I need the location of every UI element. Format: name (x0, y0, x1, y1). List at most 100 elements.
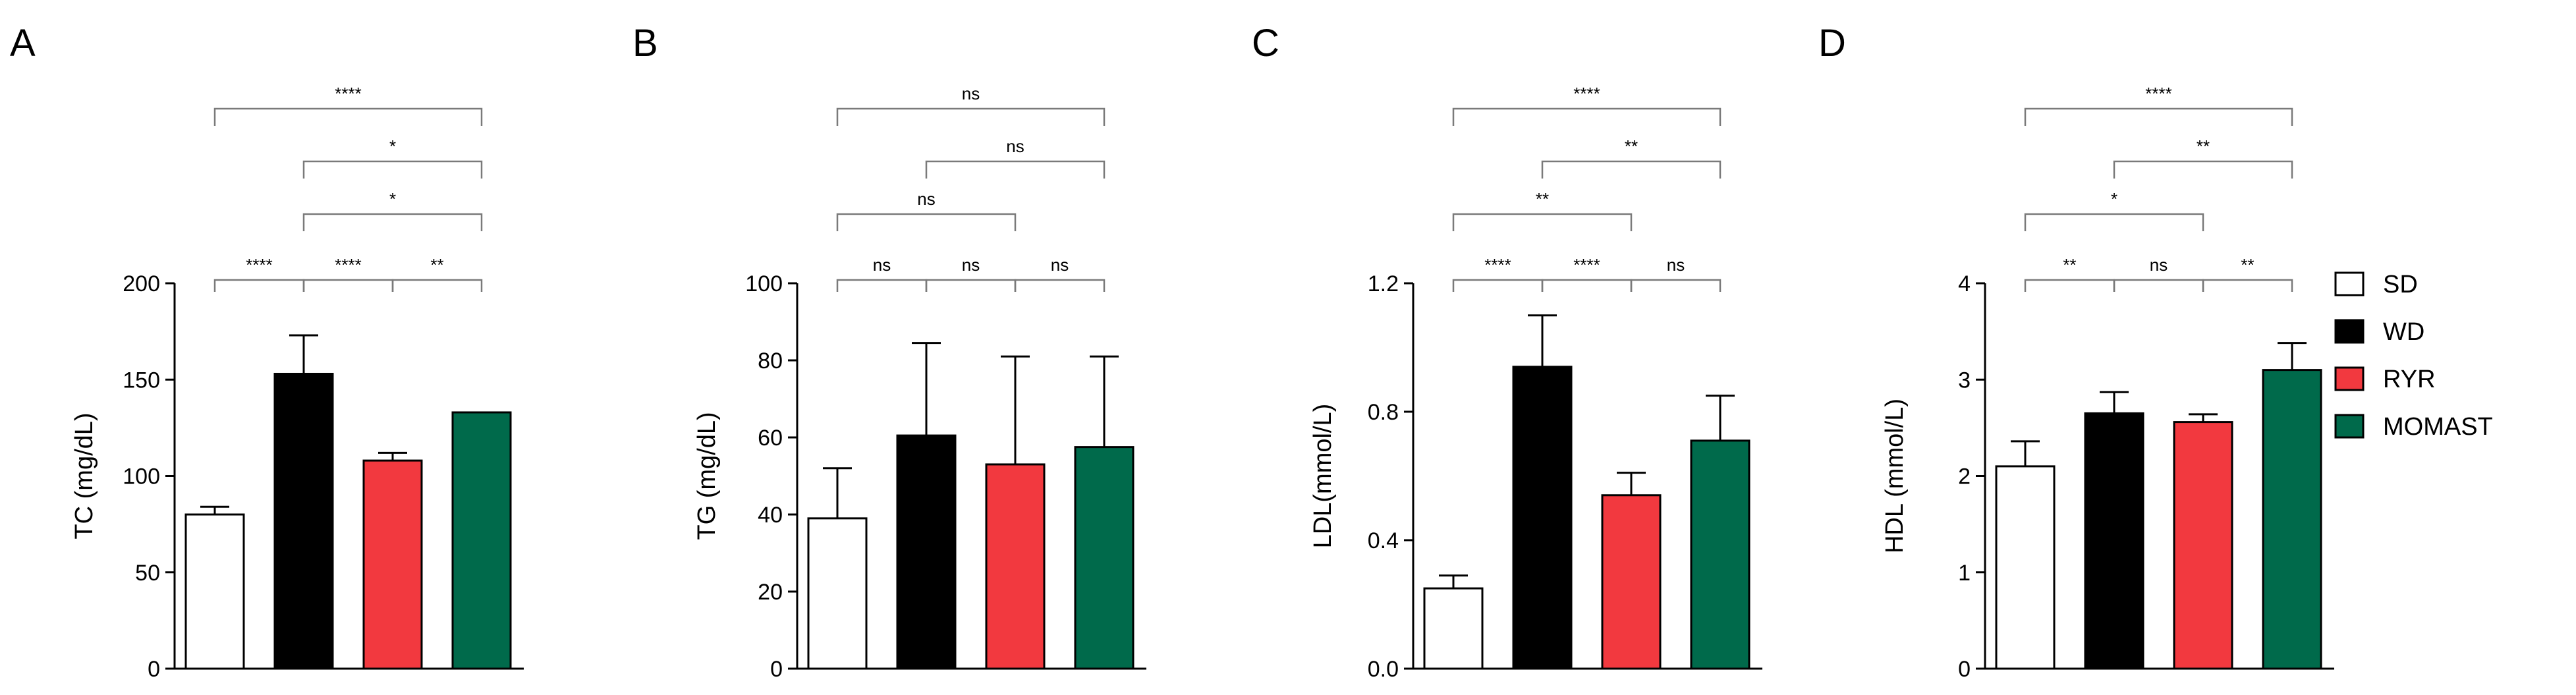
significance-bracket: ns (925, 136, 1106, 179)
significance-bracket: ns (836, 189, 1017, 231)
significance-label: ** (2241, 255, 2254, 275)
significance-bracket: ** (2202, 255, 2293, 292)
legend-label-momast: MOMAST (2383, 413, 2493, 441)
bracket-line (2024, 213, 2204, 231)
bracket-line (836, 107, 1106, 126)
y-tick-label: 0.4 (1368, 528, 1399, 553)
legend-label-ryr: RYR (2383, 366, 2436, 393)
panel-b: B 0 20 40 60 80 100 TG (mg/dL) ns ns ns ns ns ns (632, 22, 1146, 682)
panel-letter: B (632, 22, 658, 65)
significance-bracket: * (2024, 189, 2204, 231)
bracket-line (302, 279, 394, 292)
significance-bracket: **** (1541, 255, 1633, 292)
significance-label: * (2111, 189, 2117, 209)
bar-wd (896, 434, 957, 670)
bracket-line (1452, 279, 1544, 292)
bar-sd (807, 517, 868, 670)
significance-label: ns (1051, 255, 1069, 275)
bar-momast (2262, 369, 2322, 670)
significance-bracket: * (302, 189, 483, 231)
bar-momast (1690, 439, 1750, 670)
bracket-line (2113, 279, 2204, 292)
significance-bracket: * (302, 136, 483, 179)
bar-ryr (2173, 421, 2233, 670)
bar-wd (2084, 412, 2144, 670)
bracket-line (2113, 160, 2293, 179)
significance-bracket: **** (1452, 84, 1722, 126)
bar-ryr (1601, 494, 1662, 670)
significance-bracket: **** (1452, 255, 1544, 292)
y-tick-label: 50 (135, 561, 160, 586)
y-tick-label: 60 (758, 426, 783, 451)
bar-sd (1423, 587, 1484, 670)
significance-label: * (389, 136, 396, 156)
y-tick-label: 1 (1958, 561, 1971, 586)
bar-wd (1512, 366, 1573, 670)
y-tick-label: 0.0 (1368, 657, 1399, 682)
significance-bracket: ns (836, 255, 928, 292)
significance-bracket: ** (1452, 189, 1633, 231)
y-tick-label: 100 (745, 271, 783, 296)
significance-bracket: ** (2024, 255, 2115, 292)
significance-bracket: ns (925, 255, 1017, 292)
bracket-line (925, 160, 1106, 179)
legend-swatch-sd (2334, 271, 2365, 296)
bracket-line (1452, 213, 1633, 231)
significance-bracket: **** (2024, 84, 2293, 126)
significance-bracket: **** (213, 84, 483, 126)
significance-label: * (389, 189, 396, 209)
significance-bracket: **** (302, 255, 394, 292)
bar-sd (184, 513, 245, 670)
significance-bracket: ** (1541, 136, 1722, 179)
bracket-line (836, 213, 1017, 231)
y-tick-label: 0 (1958, 657, 1971, 682)
significance-bracket: **** (213, 255, 305, 292)
significance-label: ns (962, 255, 980, 275)
significance-bracket: ns (836, 84, 1106, 126)
y-tick-label: 1.2 (1368, 271, 1399, 296)
legend-label-wd: WD (2383, 318, 2424, 346)
significance-bracket: ns (1014, 255, 1106, 292)
bracket-line (391, 279, 483, 292)
significance-label: **** (335, 84, 361, 103)
y-axis-title: LDL(mmol/L) (1309, 404, 1337, 549)
bracket-line (1452, 107, 1722, 126)
significance-label: ns (873, 255, 891, 275)
significance-label: **** (246, 255, 272, 275)
y-tick-label: 40 (758, 503, 783, 528)
bracket-line (2202, 279, 2293, 292)
significance-label: ns (962, 84, 980, 103)
bar-momast (451, 411, 512, 670)
legend: SD WD RYR MOMAST (2334, 271, 2493, 441)
significance-bracket: ** (391, 255, 483, 292)
bracket-line (302, 213, 483, 231)
significance-label: ns (1006, 136, 1024, 156)
significance-label: ns (917, 189, 935, 209)
y-tick-label: 100 (123, 464, 160, 489)
bracket-line (2024, 279, 2115, 292)
y-tick-label: 4 (1958, 271, 1971, 296)
significance-label: ns (1667, 255, 1685, 275)
y-tick-label: 200 (123, 271, 160, 296)
y-tick-label: 0 (148, 657, 160, 682)
bracket-line (2024, 107, 2293, 126)
significance-label: **** (1573, 84, 1600, 103)
significance-label: ** (1625, 136, 1638, 156)
significance-label: **** (2145, 84, 2171, 103)
bracket-line (302, 160, 483, 179)
bar-ryr (985, 463, 1046, 670)
legend-swatch-momast (2334, 414, 2365, 439)
y-axis-title: TG (mg/dL) (693, 412, 721, 540)
bar-ryr (362, 459, 423, 670)
y-tick-label: 20 (758, 580, 783, 605)
significance-label: **** (335, 255, 361, 275)
y-tick-label: 3 (1958, 368, 1971, 393)
significance-bracket: ns (2113, 255, 2204, 292)
bracket-line (1541, 279, 1633, 292)
legend-swatch-ryr (2334, 366, 2365, 391)
significance-bracket: ** (2113, 136, 2293, 179)
bracket-line (836, 279, 928, 292)
significance-label: **** (1484, 255, 1511, 275)
